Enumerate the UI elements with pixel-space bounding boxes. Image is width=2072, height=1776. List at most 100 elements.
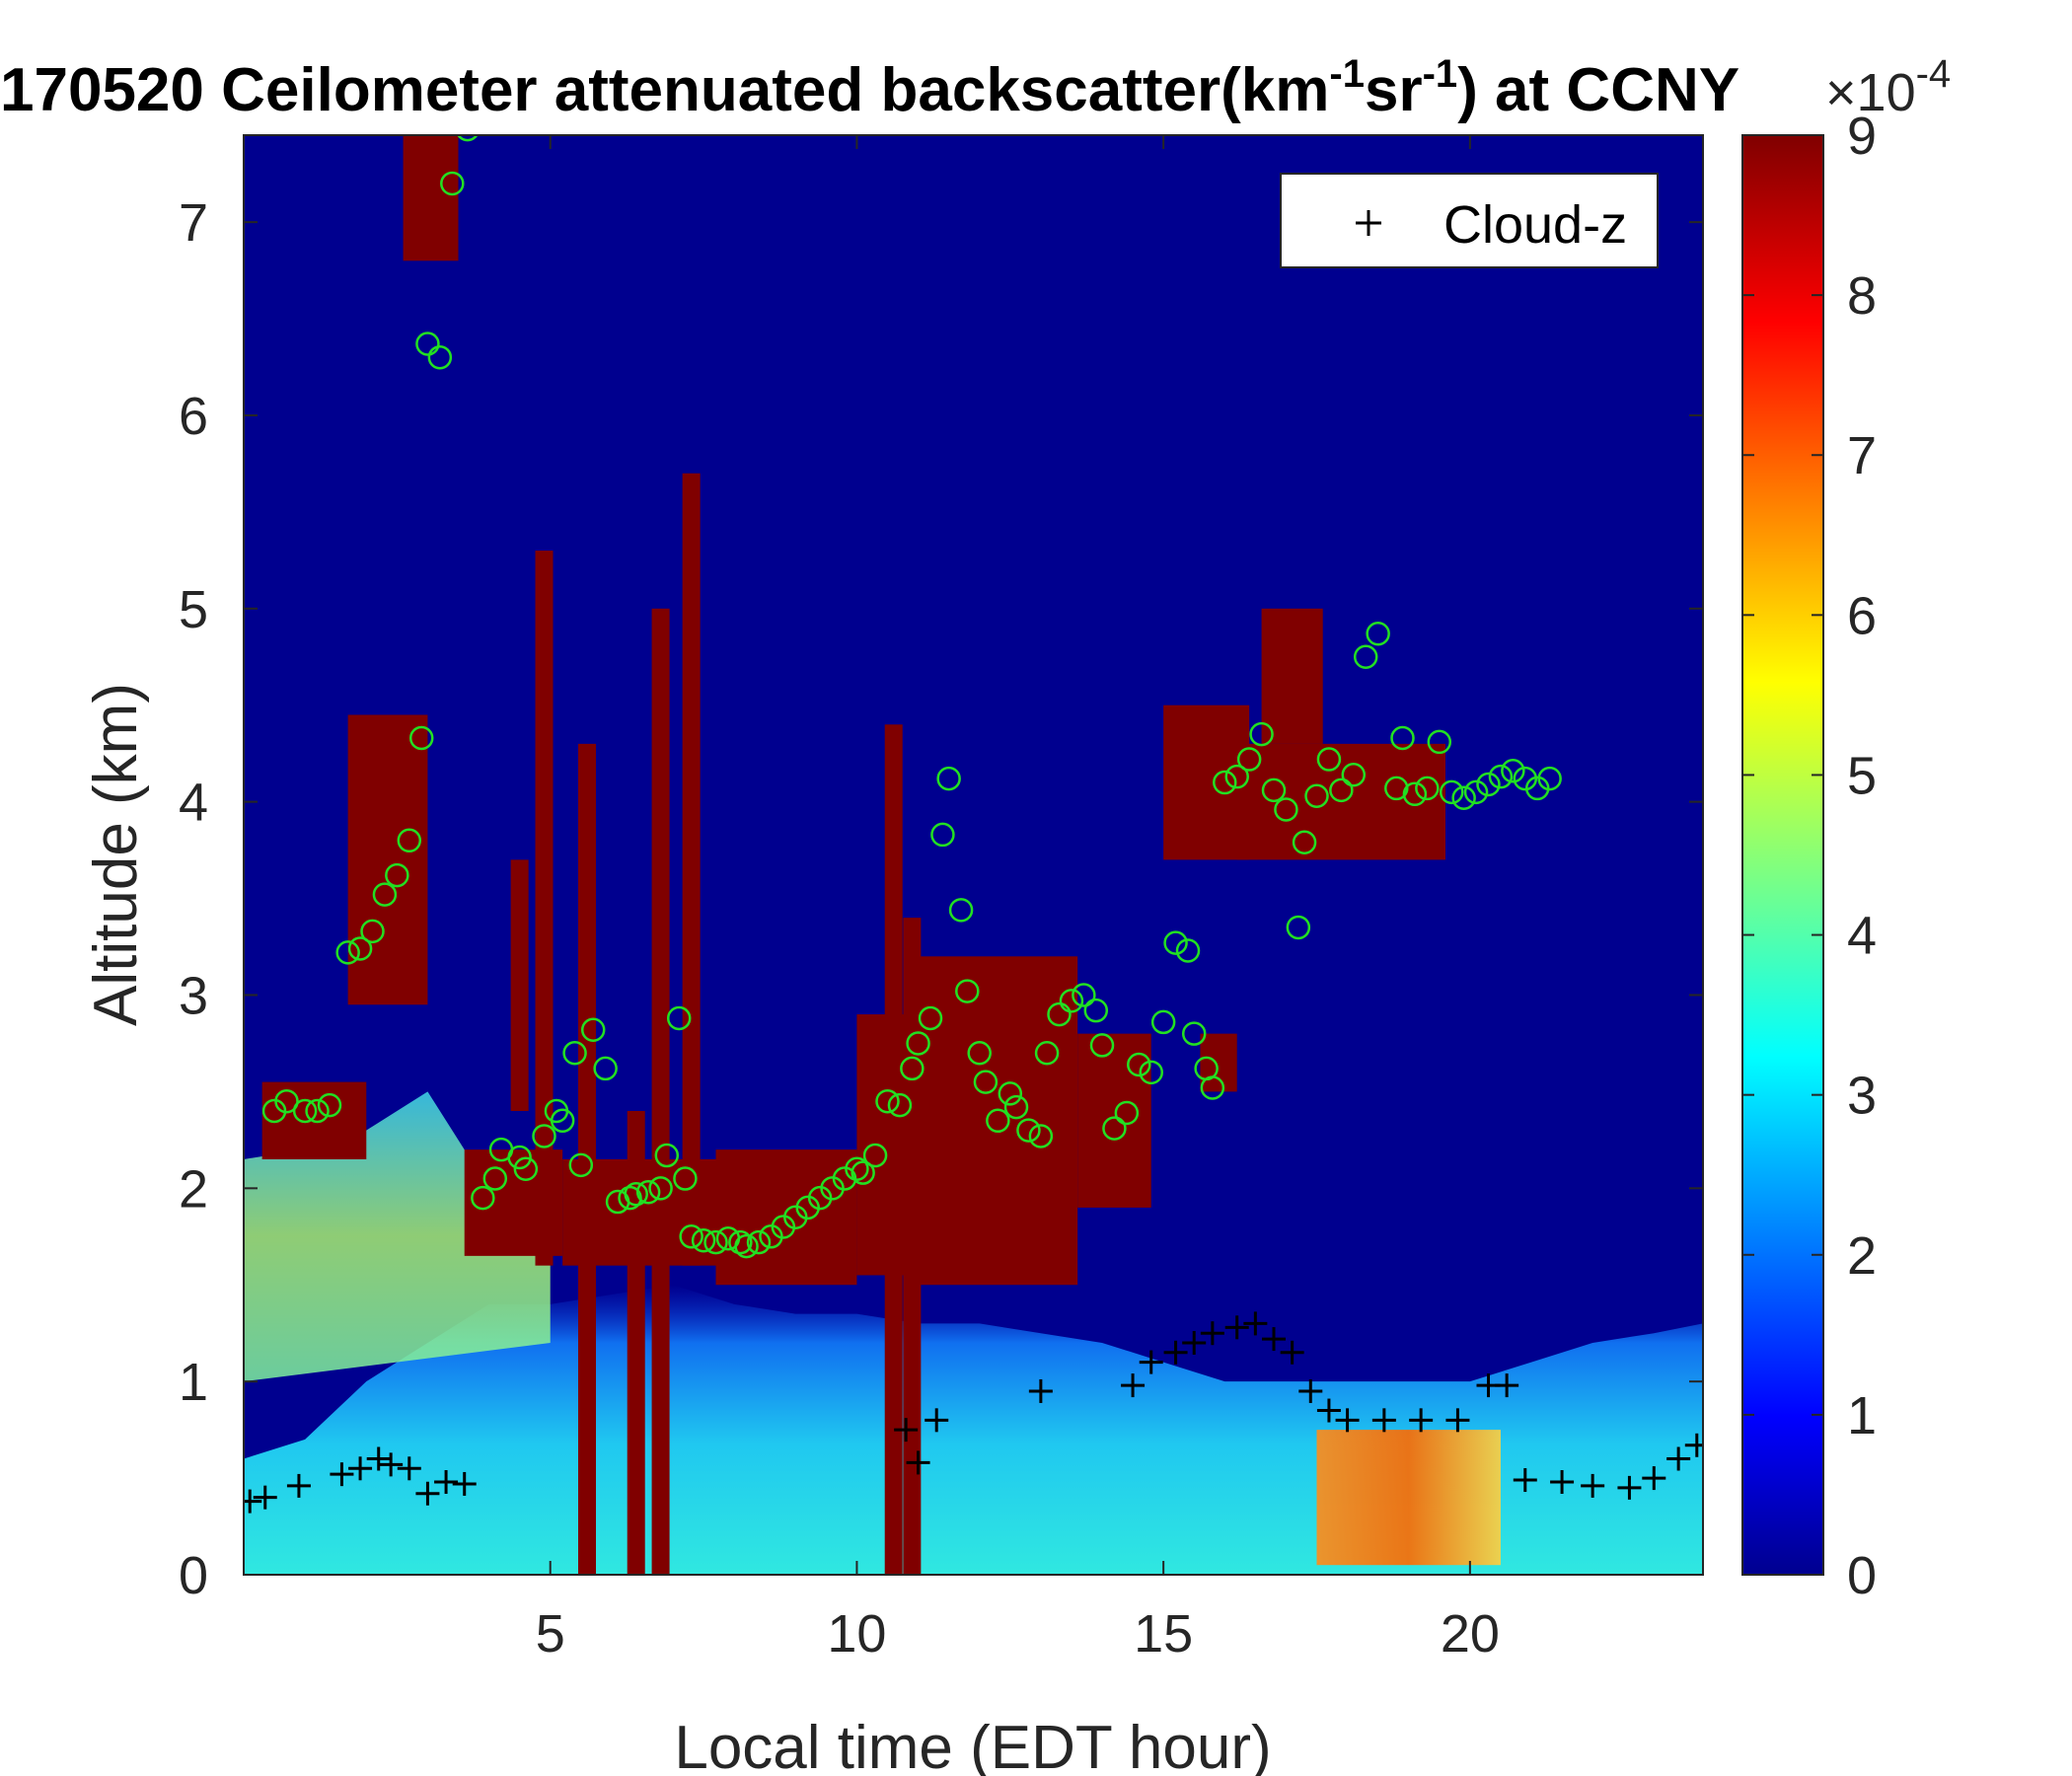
pbl-marker [580, 1017, 606, 1042]
pbl-marker [1488, 764, 1514, 789]
pbl-marker [998, 1081, 1023, 1106]
pbl-marker [1415, 776, 1440, 801]
colorbar-ticks: 0 1 2 3 4 5 6 7 8 9 [1742, 107, 1877, 1605]
cloud-z-marker [1243, 1311, 1268, 1336]
plot-frame [243, 134, 1704, 1576]
colorbar-tick-label: 1 [1847, 1386, 1877, 1445]
pbl-marker [1402, 781, 1428, 807]
x-axis-label: Local time (EDT hour) [674, 1714, 1271, 1776]
pbl-marker [1139, 1060, 1163, 1085]
pbl-marker [618, 1185, 642, 1211]
backscatter-streak [903, 918, 922, 1575]
pbl-marker [1292, 830, 1317, 855]
pbl-marker [562, 1040, 587, 1066]
pbl-marker [1200, 1075, 1225, 1100]
cloud-z-marker [1139, 1350, 1163, 1374]
pbl-marker [1274, 797, 1298, 822]
chart-title: 170520 Ceilometer attenuated backscatter… [0, 52, 1739, 124]
x-tick-label: 10 [827, 1604, 886, 1664]
y-tick-label: 6 [179, 387, 208, 446]
cloud-z-marker [366, 1446, 391, 1471]
saturated-region [918, 956, 1078, 1286]
cloud-z-marker [1316, 1398, 1341, 1423]
pbl-marker [930, 822, 955, 848]
pbl-marker [317, 1092, 342, 1118]
backscatter-streak [651, 608, 670, 1575]
colorbar-tick-label: 7 [1847, 426, 1877, 485]
pbl-marker [274, 1088, 299, 1114]
y-tick-label: 2 [179, 1159, 208, 1219]
cloud-z-marker [1224, 1315, 1249, 1340]
backscatter-streak [682, 473, 701, 1266]
cloud-z-marker [1666, 1446, 1691, 1471]
x-tick-label: 5 [536, 1604, 565, 1664]
cloud-z-marker [906, 1450, 930, 1475]
cloud-z-marker [1642, 1466, 1666, 1491]
svg-text:170520 Ceilometer attenuated b: 170520 Ceilometer attenuated backscatter… [0, 52, 1739, 124]
pbl-marker [1102, 1116, 1127, 1141]
colorbar-exponent-base: ×10 [1825, 63, 1916, 122]
cloud-z-marker [286, 1473, 311, 1498]
colorbar-exponent: ×10-4 [1825, 52, 1951, 122]
saturated-region [347, 714, 428, 1005]
pbl-marker [471, 1185, 495, 1211]
y-axis: 0 1 2 3 4 5 6 7 [179, 193, 1703, 1605]
cloud-z-marker [415, 1481, 440, 1506]
pbl-marker [666, 1005, 692, 1031]
colorbar-tick-label: 2 [1847, 1226, 1877, 1286]
pbl-marker [734, 1233, 759, 1259]
pbl-marker [427, 344, 453, 370]
pbl-marker [862, 1143, 888, 1168]
cloud-z-marker [330, 1462, 354, 1487]
pbl-marker [305, 1098, 330, 1124]
pbl-marker [1213, 770, 1237, 795]
backscatter-streak [578, 743, 596, 1575]
pbl-marker [887, 1092, 913, 1118]
x-axis: 5 10 15 20 [536, 135, 1500, 1664]
pbl-marker [851, 1160, 875, 1185]
pbl-marker [845, 1156, 869, 1181]
pbl-marker [360, 919, 385, 944]
pbl-marker [635, 1179, 661, 1205]
cloud-z-marker [397, 1456, 421, 1481]
pbl-marker [1304, 783, 1329, 809]
pbl-marker [973, 1070, 999, 1094]
cloud-z-marker [1280, 1340, 1304, 1365]
pbl-marker [457, 135, 479, 142]
pbl-marker [728, 1229, 753, 1255]
title-sup2: -1 [1423, 52, 1458, 96]
colorbar-tick-label: 8 [1847, 266, 1877, 326]
pbl-marker [948, 898, 974, 923]
pbl-marker [385, 862, 409, 888]
colorbar-tick-label: 5 [1847, 746, 1877, 805]
cloud-z-marker [1550, 1469, 1575, 1494]
pbl-marker [703, 1229, 728, 1255]
pbl-marker [1384, 776, 1409, 801]
colorbar-gradient [1742, 135, 1823, 1575]
y-tick-label: 1 [179, 1353, 208, 1412]
cloud-z-marker [379, 1452, 404, 1477]
pbl-markers [261, 135, 1562, 1259]
pbl-marker [568, 1152, 594, 1178]
pbl-marker [1451, 785, 1476, 810]
cloud-z-marker [1371, 1408, 1396, 1433]
pbl-marker [967, 1040, 992, 1066]
title-post: ) at CCNY [1457, 56, 1739, 124]
cloud-z-marker [1028, 1378, 1053, 1403]
title-pre: 170520 Ceilometer attenuated backscatter… [0, 56, 1329, 124]
y-tick-label: 4 [179, 774, 208, 833]
y-tick-label: 7 [179, 193, 208, 253]
pbl-marker [648, 1176, 673, 1201]
cloud-z-marker [1163, 1340, 1188, 1365]
colorbar-tick-label: 4 [1847, 907, 1877, 966]
colorbar-frame [1741, 134, 1824, 1576]
backscatter-streak [627, 1110, 645, 1575]
saturated-region [403, 135, 459, 261]
pbl-marker [1537, 766, 1562, 791]
pbl-marker [624, 1181, 648, 1207]
cloud-z-marker [348, 1456, 373, 1481]
pbl-marker [746, 1229, 772, 1255]
cloud-z-marker [1262, 1327, 1286, 1352]
pbl-marker [1083, 998, 1109, 1023]
title-sup1: -1 [1329, 52, 1365, 96]
